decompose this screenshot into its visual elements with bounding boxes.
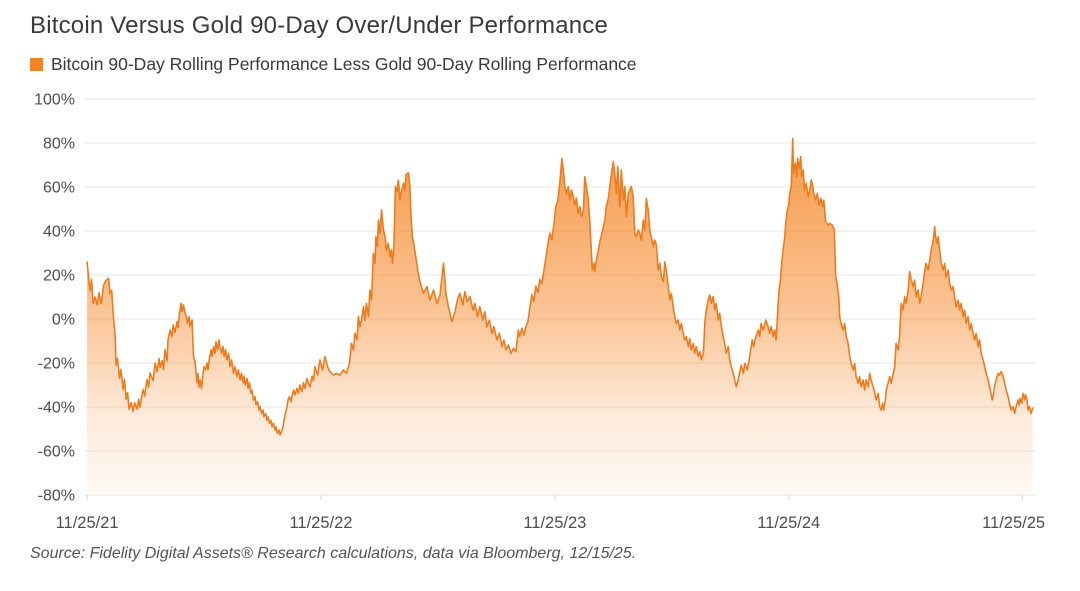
x-tick-label: 11/25/25: [982, 514, 1045, 532]
y-tick-label: -60%: [38, 444, 75, 461]
legend-label: Bitcoin 90-Day Rolling Performance Less …: [51, 54, 637, 74]
y-tick-label: 80%: [43, 136, 75, 153]
y-tick-label: 0%: [52, 312, 75, 329]
x-tick-label: 11/25/23: [523, 514, 586, 532]
y-tick-label: 40%: [43, 224, 75, 241]
x-tick-label: 11/25/21: [56, 514, 119, 532]
area-series: [87, 138, 1033, 495]
x-tick-label: 11/25/22: [289, 514, 352, 532]
x-tick-label: 11/25/24: [757, 514, 820, 532]
y-tick-label: -40%: [38, 400, 75, 417]
y-tick-label: 60%: [43, 180, 75, 197]
legend: Bitcoin 90-Day Rolling Performance Less …: [30, 54, 637, 75]
y-tick-label: -80%: [38, 488, 75, 505]
chart-title: Bitcoin Versus Gold 90-Day Over/Under Pe…: [30, 12, 609, 39]
source-note: Source: Fidelity Digital Assets® Researc…: [30, 545, 637, 562]
y-tick-label: 100%: [34, 92, 75, 109]
legend-marker-icon: [30, 58, 43, 71]
y-tick-label: 20%: [43, 268, 75, 285]
line-series: [86, 137, 1034, 436]
y-tick-label: -20%: [38, 356, 75, 373]
